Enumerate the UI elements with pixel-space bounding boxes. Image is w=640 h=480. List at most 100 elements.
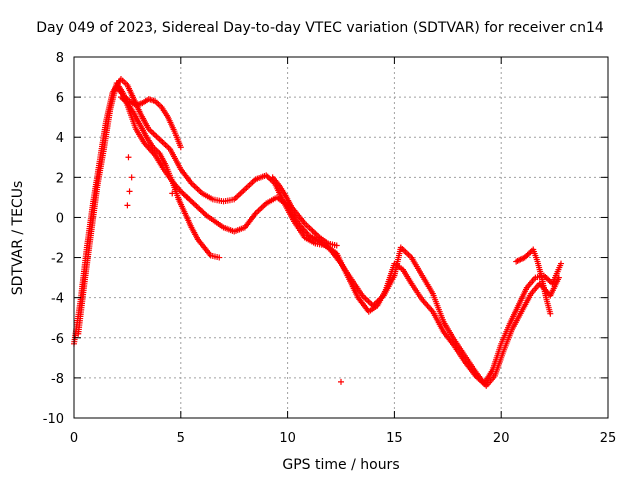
trace-marker	[154, 148, 161, 155]
trace-marker	[538, 272, 545, 279]
trace-marker	[197, 188, 204, 195]
trace-marker	[144, 124, 151, 131]
trace-marker	[379, 294, 386, 301]
x-tick-label: 25	[600, 431, 617, 446]
data-point	[169, 190, 176, 197]
trace-marker	[522, 286, 529, 293]
data-point	[338, 378, 344, 385]
x-tick-label: 0	[70, 431, 78, 446]
trace-marker	[527, 292, 534, 299]
trace-marker	[150, 150, 157, 157]
trace-marker	[170, 126, 177, 133]
trace-marker	[163, 112, 170, 119]
trace-marker	[181, 208, 188, 215]
trace-marker	[200, 242, 207, 249]
trace-marker	[310, 239, 317, 246]
trace-marker	[150, 97, 157, 104]
y-tick-label: -2	[51, 252, 64, 267]
data-points	[71, 76, 565, 389]
trace-marker	[315, 233, 322, 240]
trace-marker	[530, 276, 537, 283]
trace-marker	[450, 334, 457, 341]
trace-marker	[524, 251, 531, 258]
data-point	[124, 202, 131, 209]
trace-marker	[460, 351, 467, 358]
trace-marker	[490, 374, 497, 381]
trace-marker	[418, 270, 425, 277]
y-tick-label: 4	[56, 131, 64, 146]
trace-marker	[136, 120, 143, 127]
trace-marker	[516, 257, 522, 264]
x-tick-label: 5	[177, 431, 185, 446]
trace-marker	[251, 211, 258, 218]
trace-marker	[518, 308, 525, 315]
trace-marker	[533, 256, 540, 263]
trace-marker	[137, 100, 144, 107]
trace-marker	[261, 201, 268, 208]
trace-marker	[193, 234, 200, 241]
y-tick-label: -8	[51, 372, 64, 387]
trace-marker	[132, 124, 139, 131]
trace-marker	[106, 108, 113, 115]
chart-title: Day 049 of 2023, Sidereal Day-to-day VTE…	[36, 20, 604, 36]
trace-marker	[202, 211, 209, 218]
y-axis-label: SDTVAR / TECUs	[10, 180, 26, 296]
trace-marker	[300, 232, 307, 239]
trace-marker	[94, 184, 101, 191]
y-tick-label: -10	[43, 412, 64, 427]
trace-marker	[156, 102, 163, 109]
trace-marker	[294, 218, 301, 225]
trace-marker	[354, 292, 361, 299]
trace-marker	[499, 350, 506, 357]
trace-marker	[161, 160, 168, 167]
trace-marker	[168, 176, 175, 183]
trace-marker	[555, 276, 562, 283]
trace-marker	[347, 274, 354, 281]
trace-marker	[218, 223, 225, 230]
trace-marker	[130, 94, 137, 101]
trace-marker	[176, 142, 183, 149]
y-tick-label: 2	[56, 171, 64, 186]
trace-marker	[129, 108, 136, 115]
trace-marker	[331, 242, 338, 249]
trace-marker	[287, 202, 294, 209]
x-tick-label: 20	[493, 431, 510, 446]
trace-marker	[214, 254, 221, 261]
trace-marker	[240, 187, 247, 194]
x-tick-label: 15	[386, 431, 403, 446]
trace-marker	[304, 230, 311, 237]
trace-marker	[439, 316, 446, 323]
grid-lines	[74, 57, 608, 418]
trace-marker	[390, 274, 397, 281]
trace-marker	[546, 308, 553, 315]
data-point	[128, 174, 135, 181]
data-point	[125, 154, 132, 161]
trace-marker	[142, 132, 149, 139]
trace-marker	[148, 142, 155, 149]
trace-marker	[407, 278, 414, 285]
trace-marker	[336, 259, 343, 266]
trace-marker	[176, 164, 183, 171]
trace-marker	[274, 180, 281, 187]
trace-marker	[514, 304, 521, 311]
trace-marker	[193, 203, 200, 210]
trace-marker	[261, 172, 268, 179]
trace-marker	[293, 210, 300, 217]
trace-marker	[165, 144, 172, 151]
trace-marker	[428, 288, 435, 295]
trace-marker	[122, 80, 129, 87]
y-tick-label: -6	[51, 332, 64, 347]
trace-marker	[406, 253, 413, 260]
trace-marker	[508, 328, 515, 335]
trace-marker	[557, 262, 564, 269]
trace-marker	[136, 108, 143, 115]
trace-marker	[184, 195, 191, 202]
trace-marker	[439, 326, 446, 333]
trace-marker	[124, 96, 131, 103]
trace-marker	[323, 239, 330, 246]
y-tick-label: 8	[56, 51, 64, 66]
trace-marker	[118, 90, 125, 97]
trace-marker	[417, 294, 424, 301]
trace-marker	[251, 177, 258, 184]
